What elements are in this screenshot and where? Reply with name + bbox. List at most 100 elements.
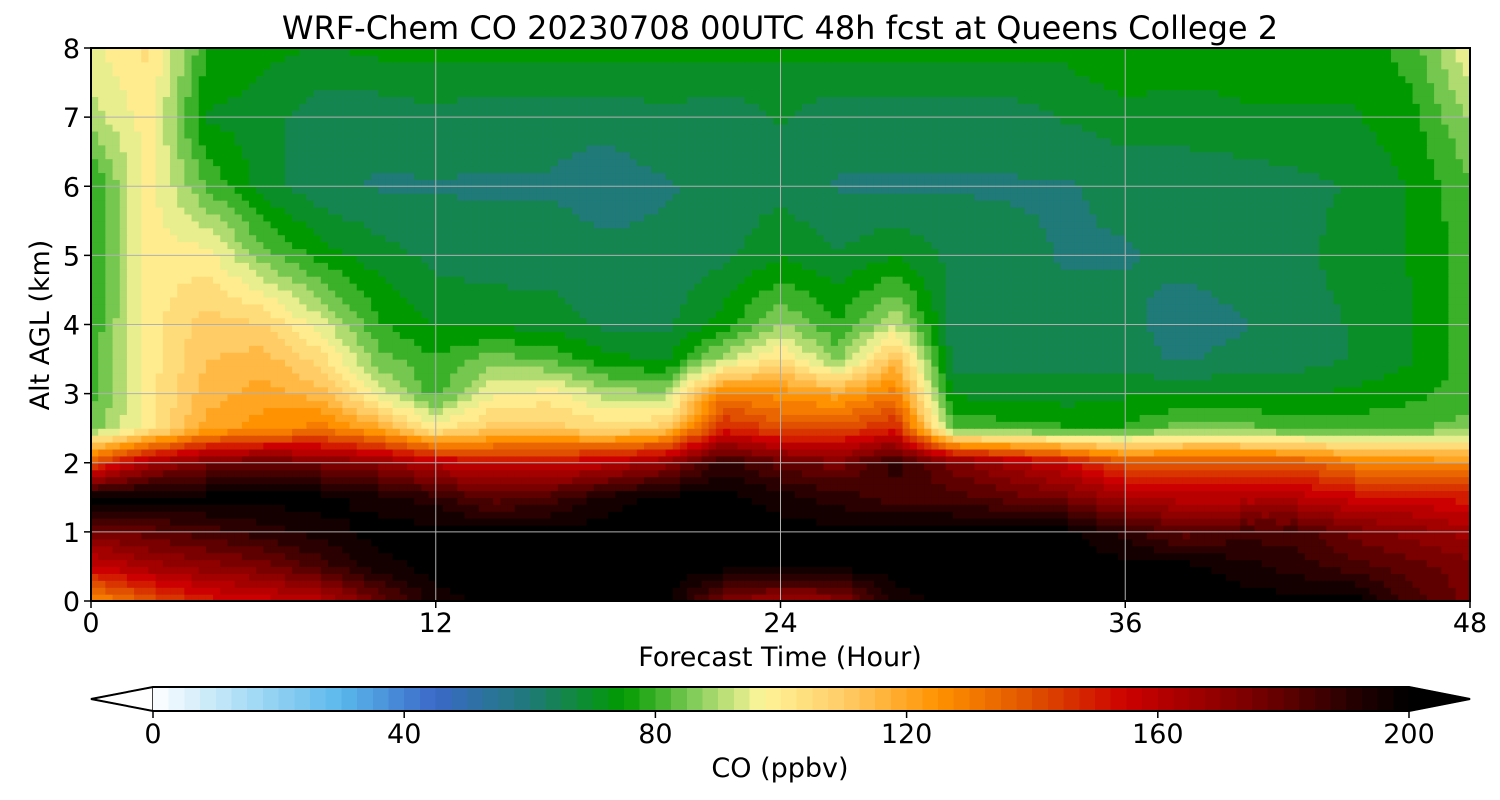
contour-cell — [823, 428, 832, 436]
contour-cell — [557, 497, 566, 505]
contour-cell — [701, 497, 710, 505]
contour-cell — [213, 552, 221, 561]
contour-cell — [924, 538, 932, 547]
contour-cell — [931, 442, 940, 450]
contour-cell — [292, 428, 300, 436]
contour-cell — [1311, 518, 1320, 526]
contour-cell — [263, 476, 272, 485]
contour-cell — [636, 552, 645, 561]
contour-cell — [902, 421, 911, 429]
contour-cell — [1232, 448, 1241, 457]
contour-cell — [1261, 559, 1270, 568]
contour-cell — [737, 476, 746, 485]
contour-cell — [1031, 524, 1040, 533]
contour-cell — [579, 511, 588, 519]
contour-cell — [687, 448, 695, 457]
contour-cell — [1441, 573, 1450, 581]
contour-cell — [256, 559, 264, 568]
contour-cell — [507, 559, 516, 568]
contour-cell — [507, 490, 516, 498]
contour-cell — [586, 573, 595, 581]
contour-cell — [471, 483, 480, 491]
contour-cell — [615, 518, 624, 526]
contour-cell — [981, 566, 990, 574]
contour-cell — [794, 476, 803, 485]
contour-cell — [1441, 559, 1450, 568]
contour-cell — [1297, 421, 1306, 429]
contour-cell — [1089, 587, 1098, 595]
contour-cell — [1175, 504, 1184, 512]
contour-cell — [1254, 524, 1263, 533]
contour-cell — [500, 524, 509, 533]
contour-cell — [593, 476, 602, 485]
contour-cell — [421, 504, 430, 512]
contour-cell — [859, 566, 868, 574]
contour-cell — [1355, 518, 1363, 526]
contour-cell — [184, 594, 193, 601]
contour-cell — [1441, 469, 1450, 478]
contour-cell — [543, 483, 552, 491]
contour-cell — [909, 538, 918, 547]
contour-cell — [1304, 552, 1313, 561]
contour-cell — [758, 421, 767, 429]
contour-cell — [1254, 580, 1263, 588]
contour-cell — [1398, 580, 1406, 588]
contour-cell — [342, 524, 351, 533]
contour-cell — [1441, 511, 1450, 519]
contour-cell — [1383, 587, 1392, 595]
contour-cell — [1010, 566, 1019, 574]
contour-cell — [960, 518, 968, 526]
contour-cell — [1319, 511, 1327, 519]
contour-cell — [1039, 524, 1047, 533]
contour-cell — [938, 476, 947, 485]
contour-cell — [1110, 476, 1119, 485]
contour-cell — [270, 483, 279, 491]
contour-cell — [1448, 483, 1457, 491]
contour-cell — [313, 483, 322, 491]
contour-cell — [1153, 594, 1162, 601]
contour-cell — [1362, 504, 1371, 512]
contour-cell — [1448, 566, 1457, 574]
contour-cell — [1153, 587, 1162, 595]
contour-cell — [428, 594, 437, 601]
contour-cell — [895, 594, 904, 601]
contour-cell — [988, 545, 997, 554]
contour-cell — [385, 428, 394, 436]
contour-cell — [399, 490, 408, 498]
contour-cell — [335, 455, 343, 464]
contour-cell — [909, 469, 918, 478]
contour-cell — [1110, 524, 1119, 533]
contour-cell — [1247, 435, 1256, 443]
contour-cell — [873, 518, 882, 526]
contour-cell — [126, 531, 135, 540]
contour-cell — [234, 448, 243, 457]
contour-cell — [184, 497, 193, 505]
contour-cell — [794, 518, 803, 526]
contour-cell — [845, 442, 853, 450]
contour-cell — [328, 538, 336, 547]
contour-cell — [952, 545, 961, 554]
contour-cell — [1089, 421, 1098, 429]
contour-cell — [1204, 476, 1213, 485]
contour-cell — [1067, 504, 1076, 512]
contour-cell — [873, 552, 882, 561]
contour-cell — [543, 476, 552, 485]
contour-cell — [852, 448, 861, 457]
contour-cell — [134, 538, 142, 547]
contour-cell — [392, 580, 401, 588]
contour-cell — [234, 428, 243, 436]
contour-cell — [457, 421, 466, 429]
contour-cell — [608, 455, 616, 464]
contour-cell — [1218, 559, 1227, 568]
contour-cell — [960, 497, 968, 505]
contour-cell — [1125, 545, 1134, 554]
contour-cell — [636, 476, 645, 485]
contour-cell — [378, 455, 387, 464]
contour-cell — [909, 511, 918, 519]
contour-cell — [1297, 545, 1306, 554]
contour-cell — [952, 524, 961, 533]
contour-cell — [98, 504, 106, 512]
contour-cell — [586, 504, 595, 512]
contour-cell — [105, 573, 114, 581]
contour-cell — [191, 518, 200, 526]
